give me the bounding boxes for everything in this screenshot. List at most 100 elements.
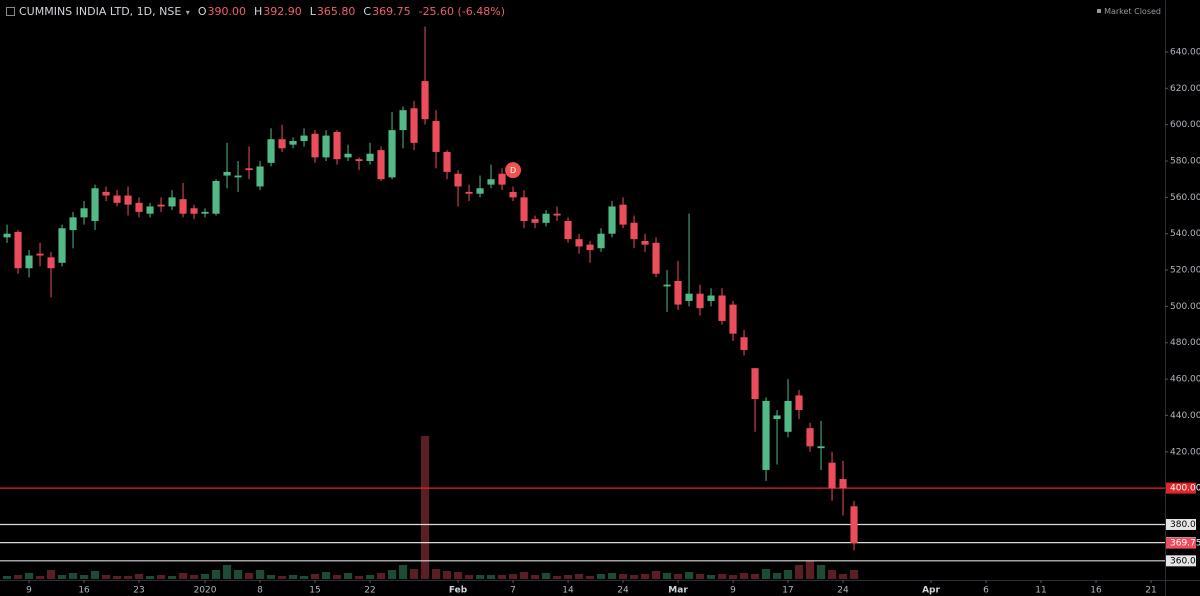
volume-bar: [838, 574, 848, 579]
y-tick-label: 420.00: [1170, 447, 1200, 457]
volume-bar: [266, 575, 276, 579]
volume-bar: [123, 576, 133, 579]
candle-body: [729, 304, 737, 334]
candle-body: [355, 159, 363, 162]
volume-bar: [717, 574, 727, 579]
x-tick-label: 24: [617, 586, 629, 596]
x-tick-label: 16: [1090, 586, 1102, 596]
y-tick-label: 540.00: [1170, 229, 1200, 239]
volume-bar: [739, 573, 749, 579]
candle-body: [641, 240, 649, 245]
y-tick-label: 580.00: [1170, 157, 1200, 167]
x-tick-label: 9: [26, 586, 32, 596]
candle-body: [509, 191, 517, 198]
candle-body: [817, 446, 825, 449]
candle-body: [707, 295, 715, 301]
volume-bar: [167, 576, 177, 579]
status-dot: [1097, 9, 1102, 13]
candle-body: [564, 220, 572, 240]
close-key: C: [363, 5, 372, 18]
volume-bar: [398, 565, 408, 579]
candle-body: [212, 181, 220, 214]
low-value: 365.80: [316, 5, 356, 18]
volume-bar: [849, 570, 859, 579]
candle-body: [839, 479, 847, 489]
volume-bar: [728, 575, 738, 579]
candle-body: [80, 208, 88, 218]
volume-bar: [277, 576, 287, 579]
candle-body: [256, 166, 264, 187]
volume-bar: [354, 576, 364, 579]
volume-bar: [816, 565, 826, 579]
candle-body: [784, 400, 792, 432]
candle-body: [124, 195, 132, 205]
candle-body: [597, 233, 605, 249]
candle-body: [608, 206, 616, 234]
volume-bar: [662, 573, 672, 579]
candle-body: [476, 188, 484, 194]
candle-body: [652, 242, 660, 274]
symbol: CUMMINS INDIA LTD, 1D, NSE: [19, 5, 182, 18]
x-tick-label: 2020: [194, 586, 217, 596]
candle-body: [696, 293, 704, 309]
volume-bar: [13, 575, 23, 579]
candle-body: [234, 175, 242, 178]
candle-body: [795, 395, 803, 410]
candle-body: [630, 222, 638, 240]
volume-bar: [79, 575, 89, 579]
volume-bar: [409, 569, 419, 579]
x-tick-label: 9: [730, 586, 736, 596]
candle-body: [487, 179, 495, 185]
y-tick-label: 480.00: [1170, 338, 1200, 348]
volume-bar: [145, 576, 155, 579]
candle-body: [3, 233, 11, 238]
x-tick-label: Mar: [668, 586, 688, 596]
volume-bar: [596, 574, 606, 579]
candle-body: [69, 217, 77, 231]
y-tick-label: 520.00: [1170, 266, 1200, 276]
volume-bar: [387, 570, 397, 579]
candle-body: [333, 131, 341, 160]
candle-body: [179, 199, 187, 214]
candle-body: [289, 141, 297, 145]
x-tick-label: 7: [510, 586, 516, 596]
candle-body: [740, 337, 748, 351]
volume-bar: [343, 573, 353, 579]
volume-bar: [376, 573, 386, 579]
volume-bar: [310, 574, 320, 579]
candle-body: [421, 81, 429, 120]
close-value: 369.75: [372, 5, 411, 18]
x-tick-label: 11: [1035, 586, 1046, 596]
volume-bar: [684, 572, 694, 579]
open-value: 390.00: [207, 5, 246, 18]
candle-body: [674, 280, 682, 305]
candle-body: [377, 150, 385, 180]
volume-bar: [255, 570, 265, 579]
volume-bar: [134, 574, 144, 579]
candle-body: [806, 428, 814, 447]
volume-bar: [442, 571, 452, 579]
y-tick-label: 600.00: [1170, 120, 1200, 130]
y-tick-label: 620.00: [1170, 84, 1200, 94]
low-key: L: [309, 5, 316, 18]
volume-bar: [90, 571, 100, 579]
candle-body: [586, 244, 594, 251]
candle-body: [135, 202, 143, 212]
volume-bar: [453, 572, 463, 579]
volume-bar: [794, 565, 804, 579]
candle-body: [36, 253, 44, 256]
candle-body: [850, 506, 858, 544]
candle-body: [113, 195, 121, 203]
candle-body: [663, 284, 671, 287]
x-tick-label: 8: [257, 586, 263, 596]
candle-body: [91, 188, 99, 221]
dropdown-arrow[interactable]: ▾: [185, 8, 190, 17]
x-tick-label: 15: [309, 586, 320, 596]
candle-body: [399, 110, 407, 131]
candle-body: [520, 197, 528, 221]
volume-bar: [200, 574, 210, 579]
high-key: H: [253, 5, 263, 18]
x-tick-label: 23: [133, 586, 144, 596]
volume-bar: [530, 575, 540, 579]
candle-body: [245, 168, 253, 171]
